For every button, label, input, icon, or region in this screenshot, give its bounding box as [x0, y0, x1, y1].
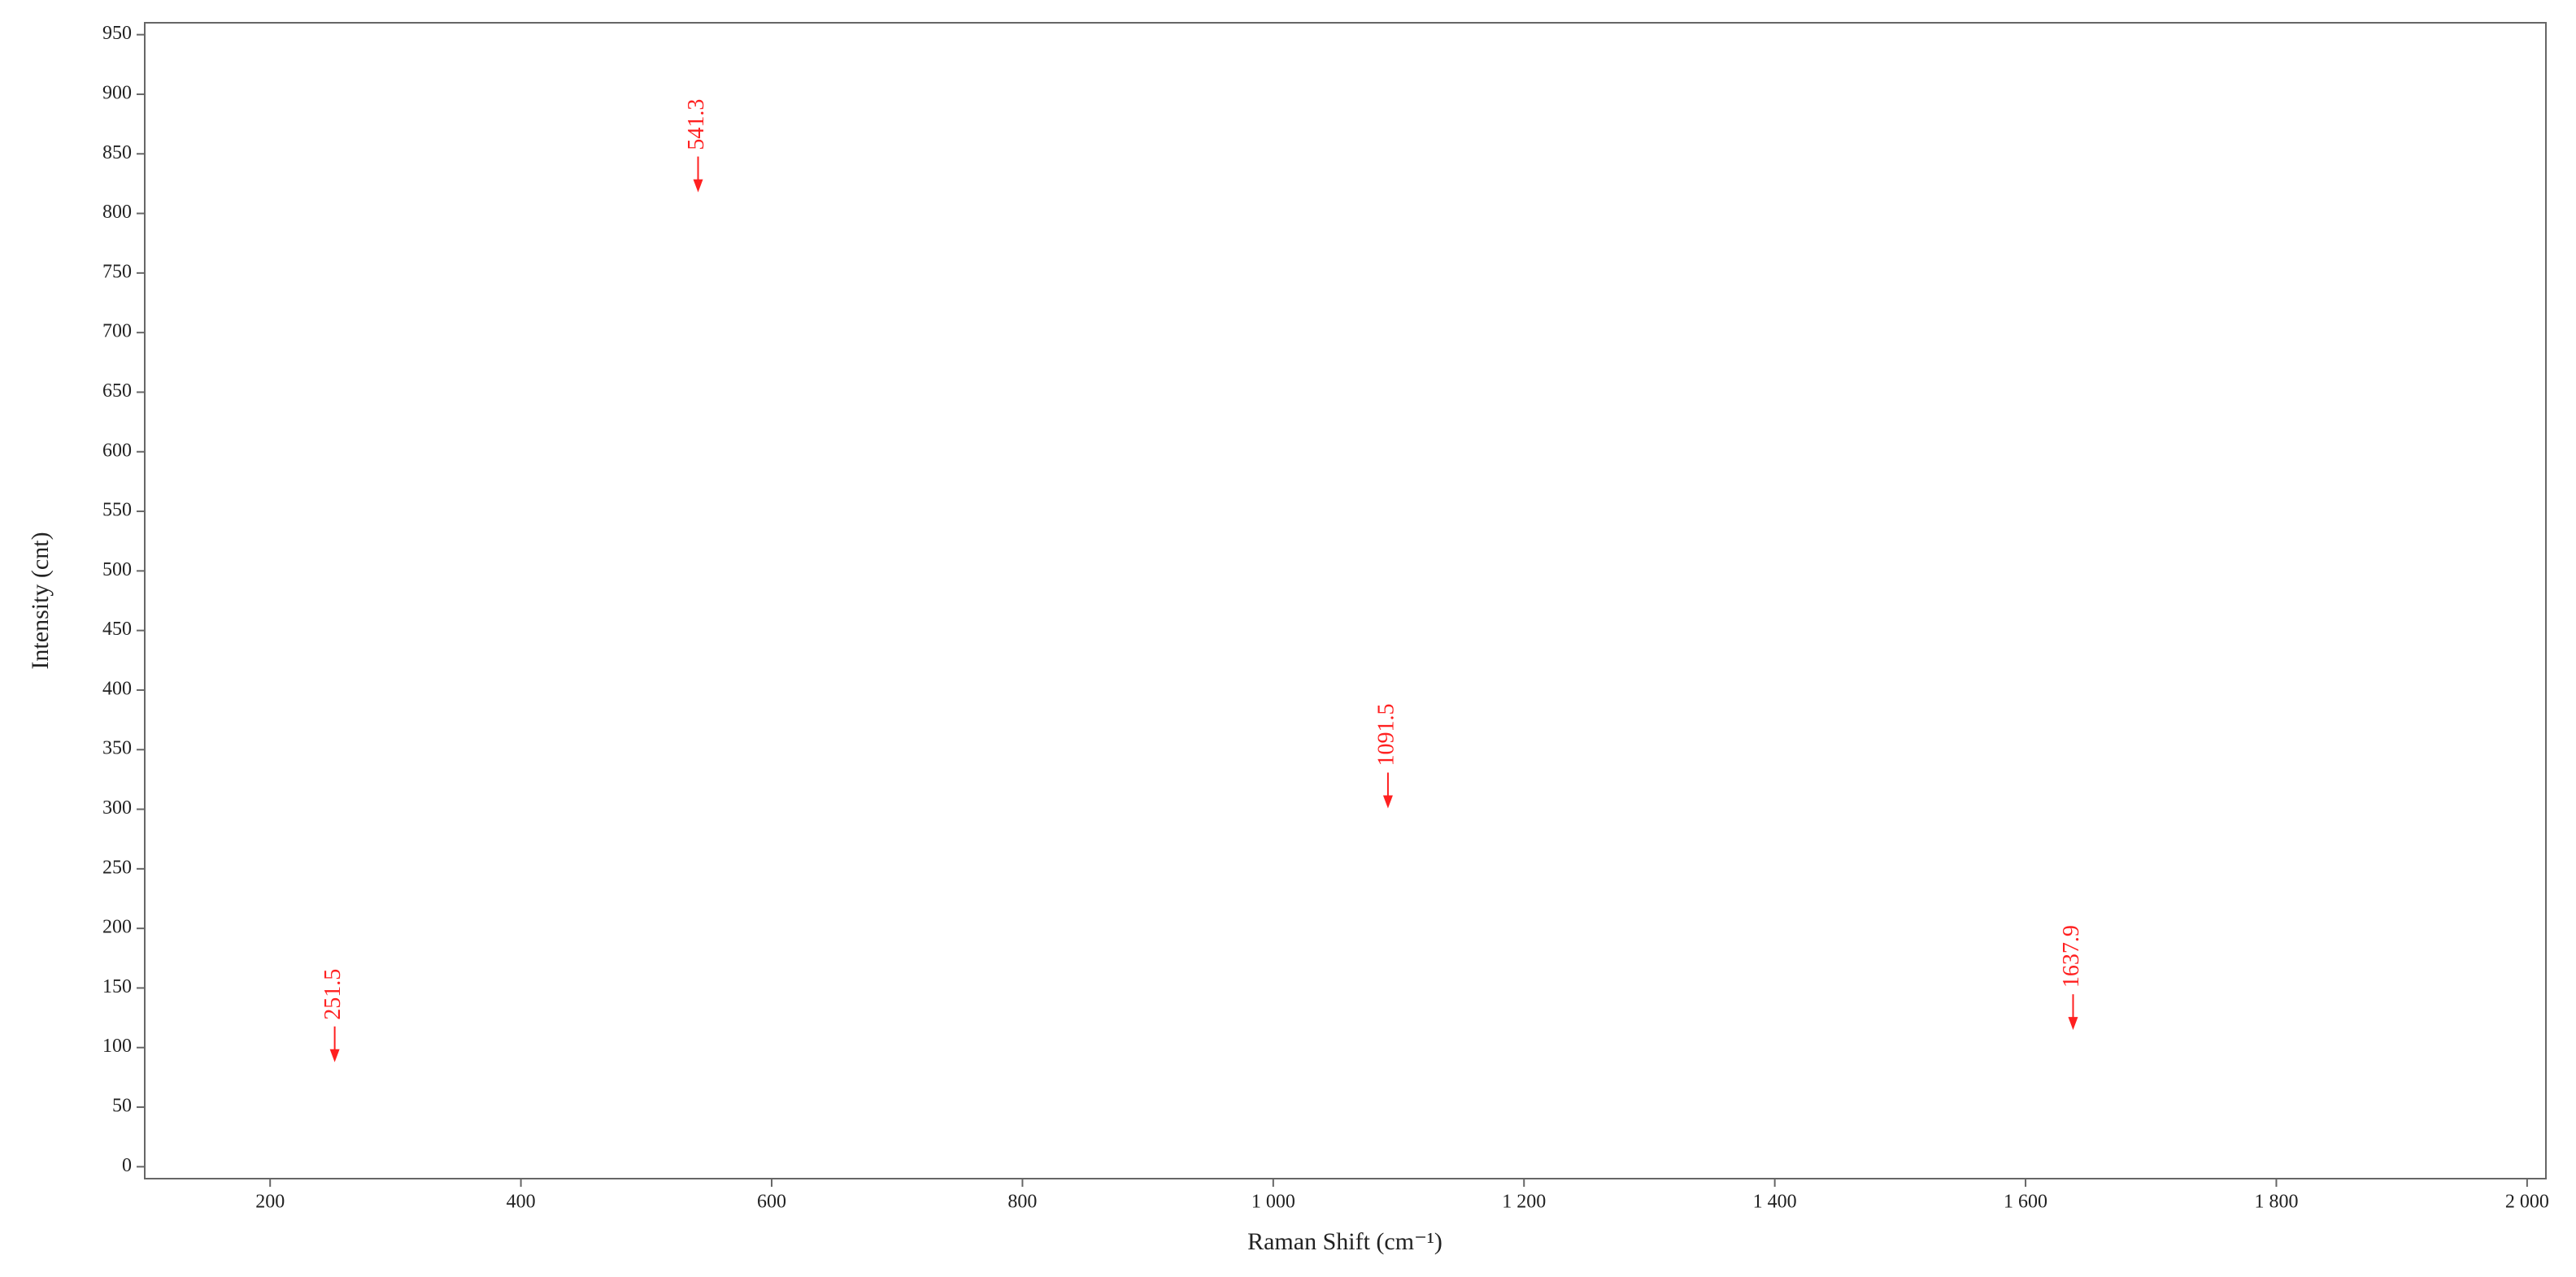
y-tick-label: 350: [102, 738, 132, 759]
peak-label: 1637.9: [2059, 925, 2084, 988]
x-tick-label: 2 000: [2505, 1192, 2549, 1213]
y-tick-label: 850: [102, 142, 132, 163]
y-tick-label: 100: [102, 1036, 132, 1057]
x-tick-label: 1 600: [2004, 1192, 2047, 1213]
peak-arrowhead: [2068, 1017, 2078, 1031]
peak-arrowhead: [329, 1049, 340, 1062]
x-tick-label: 200: [255, 1192, 285, 1213]
y-tick-label: 950: [102, 23, 132, 44]
peak-label: 251.5: [320, 969, 346, 1020]
y-tick-label: 0: [122, 1155, 132, 1176]
x-tick-label: 1 800: [2254, 1192, 2298, 1213]
y-tick-label: 450: [102, 619, 132, 640]
y-tick-label: 800: [102, 202, 132, 223]
y-tick-label: 300: [102, 797, 132, 819]
y-tick-label: 400: [102, 678, 132, 699]
y-tick-label: 900: [102, 82, 132, 103]
y-tick-label: 500: [102, 559, 132, 580]
y-tick-label: 200: [102, 917, 132, 938]
plot-frame: [144, 22, 2547, 1179]
peak-label: 541.3: [684, 99, 709, 150]
x-tick-label: 1 200: [1502, 1192, 1546, 1213]
x-axis-title: Raman Shift (cm⁻¹): [1247, 1228, 1442, 1255]
x-tick-label: 1 400: [1753, 1192, 1797, 1213]
peak-label: 1091.5: [1373, 703, 1399, 766]
x-tick-label: 1 000: [1251, 1192, 1295, 1213]
x-tick-label: 400: [507, 1192, 536, 1213]
peak-arrowhead: [693, 179, 703, 193]
y-tick-label: 250: [102, 857, 132, 878]
y-axis-title: Intensity (cnt): [27, 532, 54, 669]
y-tick-label: 600: [102, 440, 132, 461]
y-tick-label: 50: [112, 1096, 132, 1117]
peak-arrowhead: [1382, 795, 1393, 809]
y-tick-label: 550: [102, 500, 132, 521]
y-tick-label: 700: [102, 321, 132, 342]
y-tick-label: 750: [102, 261, 132, 282]
y-tick-label: 650: [102, 380, 132, 402]
y-tick-label: 150: [102, 976, 132, 997]
x-tick-label: 800: [1007, 1192, 1037, 1213]
x-tick-label: 600: [757, 1192, 786, 1213]
